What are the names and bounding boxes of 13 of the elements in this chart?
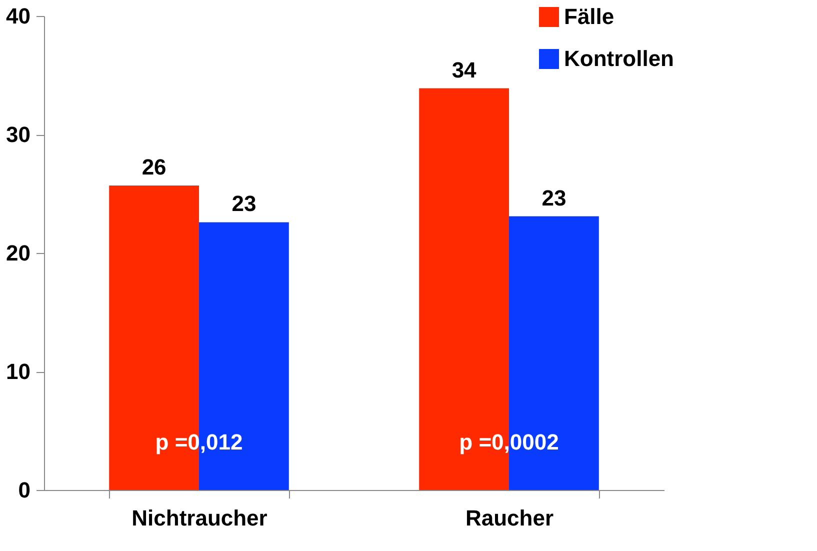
data-label: 34 (452, 57, 478, 82)
y-tick-label: 10 (6, 359, 30, 384)
x-tick-label: Nichtraucher (132, 506, 268, 530)
x-tick-label: Raucher (465, 506, 554, 530)
data-label: 23 (232, 191, 256, 216)
y-tick-label: 0 (18, 478, 30, 502)
legend-label: Fälle (564, 4, 614, 29)
legend-label: Kontrollen (564, 46, 674, 71)
data-label: 23 (542, 185, 566, 210)
y-tick-label: 20 (6, 240, 30, 266)
y-tick-label: 30 (6, 122, 30, 147)
y-tick-label: 40 (6, 4, 30, 28)
data-label: 26 (142, 154, 166, 180)
